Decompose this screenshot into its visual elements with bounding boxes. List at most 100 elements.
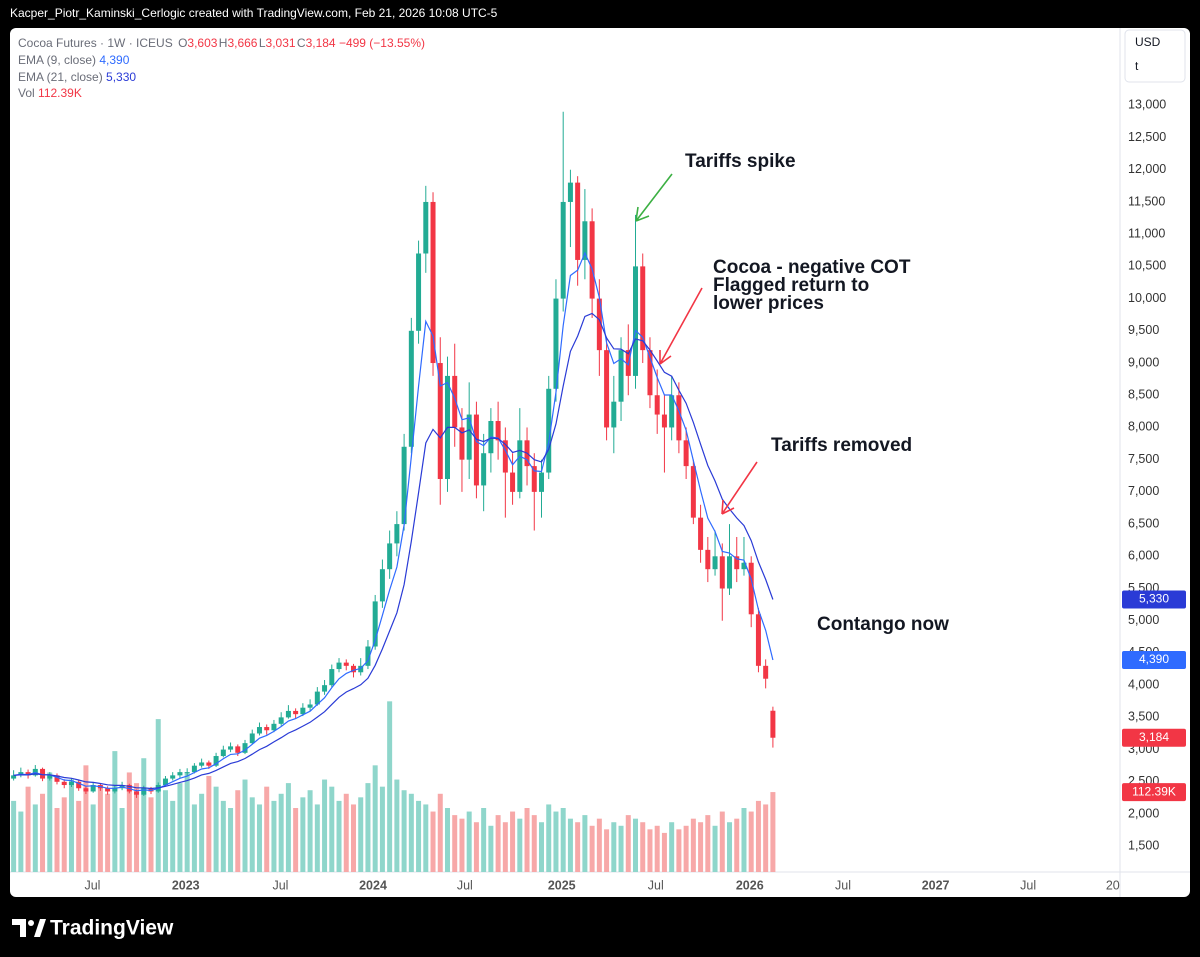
candle-body (365, 646, 371, 666)
candle-body (502, 440, 508, 473)
ohlc-key: L (259, 36, 266, 50)
volume-bar (676, 829, 682, 872)
volume-bar (379, 786, 385, 872)
candle-body (47, 775, 53, 779)
x-tick-label: 2024 (359, 878, 387, 892)
volume-last-label: 112.39K (1132, 784, 1176, 798)
candle-body (242, 743, 248, 753)
volume-bar (126, 772, 132, 872)
volume-bar (235, 790, 241, 872)
candle-body (177, 772, 183, 776)
candle-body (596, 298, 602, 351)
x-tick-label: 2026 (736, 878, 764, 892)
candle-body (633, 266, 639, 376)
candle-body (705, 549, 711, 570)
volume-bar (242, 779, 248, 872)
volume-bar (83, 765, 89, 872)
y-tick-label: 11,500 (1128, 194, 1165, 208)
y-tick-label: 2,000 (1128, 806, 1159, 820)
volume-bar (97, 786, 103, 872)
volume-bar (25, 786, 31, 872)
candle-body (343, 662, 349, 666)
y-tick-label: 12,500 (1128, 130, 1166, 144)
volume-bar (293, 808, 299, 872)
volume-bar (343, 793, 349, 872)
volume-bar (481, 808, 487, 872)
candle-body (278, 717, 284, 724)
volume-bar (560, 808, 566, 872)
candle-body (329, 669, 335, 686)
volume-bar (755, 800, 761, 872)
ema-line (13, 312, 774, 790)
volume-bar (322, 779, 328, 872)
currency: USD (1135, 35, 1161, 49)
y-tick-label: 7,000 (1128, 484, 1159, 498)
volume-bar (727, 822, 733, 872)
volume-bar (510, 811, 516, 872)
volume-bar (199, 793, 205, 872)
volume-bar (18, 811, 24, 872)
candle-body (379, 569, 385, 602)
candle-body (112, 788, 118, 792)
ohlc-value: 3,031 (266, 36, 296, 50)
price-last-label-box (1122, 728, 1186, 747)
candle-body (358, 665, 364, 673)
volume-bar (314, 804, 320, 872)
volume-name: Vol (18, 86, 35, 100)
candle-body (285, 710, 291, 718)
volume-bar (256, 804, 262, 872)
candle-body (560, 201, 566, 299)
ema-last-label-box (1122, 590, 1186, 609)
logo-mark (12, 919, 26, 937)
ohlc-key: O (178, 36, 187, 50)
annotation: Tariffs spike (685, 151, 796, 172)
logo-mark (34, 919, 46, 937)
volume-bar (300, 797, 306, 872)
candle-body (76, 781, 82, 789)
volume-bar (170, 800, 176, 872)
candle-body (538, 472, 544, 492)
candle-body (727, 556, 733, 589)
candle-body (690, 466, 696, 518)
candle-body (387, 543, 393, 570)
candle-body (755, 614, 761, 666)
currency-box[interactable] (1124, 29, 1186, 83)
candle-body (437, 363, 443, 479)
candle-body (495, 421, 501, 441)
volume-bar (553, 811, 559, 872)
candle-body (719, 556, 725, 589)
x-tick-label: 2027 (922, 878, 950, 892)
ema-value: 4,390 (99, 53, 129, 67)
volume-bar (596, 818, 602, 872)
volume-bar (155, 719, 161, 872)
volume-bar (307, 790, 313, 872)
x-tick-label: 20 (1106, 878, 1120, 892)
y-tick-label: 9,500 (1128, 323, 1159, 337)
candle-body (575, 182, 581, 260)
candle-body (83, 788, 89, 792)
chart-panel (10, 28, 1190, 897)
candle-body (654, 395, 660, 415)
ohlc-value: 3,603 (187, 36, 217, 50)
volume-value: 112.39K (38, 86, 82, 100)
candle-body (618, 350, 624, 402)
ema-value: 5,330 (106, 70, 136, 84)
volume-bar (249, 797, 255, 872)
volume-bar (719, 811, 725, 872)
logo-mark (28, 920, 34, 926)
y-tick-label: 8,500 (1128, 388, 1159, 402)
candle-body (466, 414, 472, 460)
y-tick-label: 4,000 (1128, 677, 1159, 691)
volume-bar (459, 818, 465, 872)
candle-body (640, 266, 646, 351)
candle-body (184, 772, 190, 774)
candle-body (293, 710, 299, 715)
ohlc-key: C (297, 36, 306, 50)
candle-body (763, 665, 769, 679)
candle-body (11, 775, 17, 779)
candle-body (452, 375, 458, 428)
volume-bar (416, 800, 422, 872)
volume-bar (647, 829, 653, 872)
volume-bar (575, 822, 581, 872)
